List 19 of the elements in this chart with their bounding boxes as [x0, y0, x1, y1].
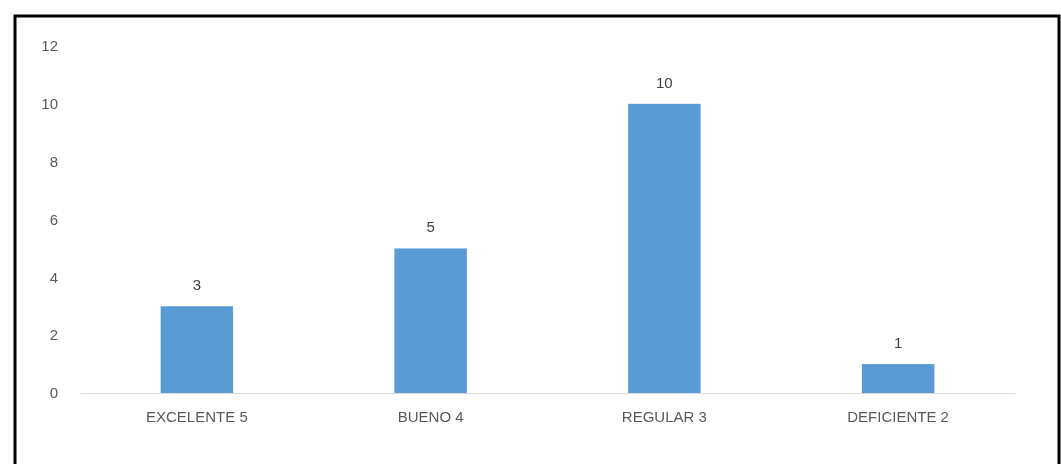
y-tick-label: 12 — [41, 37, 58, 55]
bar — [160, 306, 234, 393]
bar — [394, 248, 467, 393]
data-label: 3 — [192, 276, 202, 294]
x-tick-label: BUENO 4 — [397, 407, 464, 425]
y-tick-label: 10 — [41, 95, 58, 113]
bar — [628, 103, 701, 393]
x-tick-label: EXCELENTE 5 — [146, 407, 248, 425]
data-label: 10 — [656, 73, 673, 91]
x-tick-label: DEFICIENTE 2 — [847, 407, 949, 425]
y-tick-label: 6 — [49, 210, 58, 228]
y-tick-label: 2 — [49, 326, 58, 344]
data-label: 5 — [426, 218, 435, 236]
y-tick-label: 4 — [49, 268, 58, 286]
y-tick-label: 0 — [49, 384, 58, 402]
y-tick-label: 8 — [49, 152, 58, 170]
bar — [861, 364, 935, 393]
data-label: 1 — [893, 334, 903, 352]
x-tick-label: REGULAR 3 — [621, 407, 707, 425]
